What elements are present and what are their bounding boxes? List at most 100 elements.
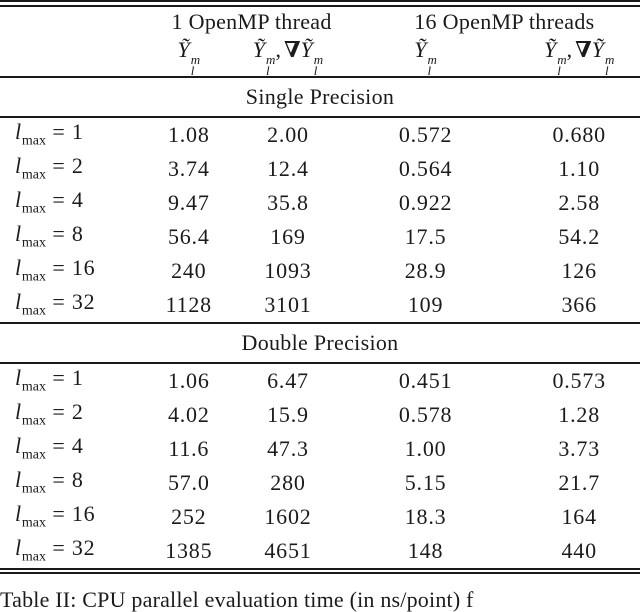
lmax-value: 2 <box>71 153 84 179</box>
lmax-value: 16 <box>71 501 96 527</box>
row-label-lmax: lmax = 2 <box>15 399 84 429</box>
value-cell: 17.5 <box>404 223 447 249</box>
value-cell: 12.4 <box>267 155 309 181</box>
comma: , <box>275 36 281 62</box>
value-cell: 3.73 <box>558 435 601 461</box>
lmax-value: 4 <box>71 187 84 213</box>
equals-sign: = <box>52 467 66 493</box>
value-cell: 3.74 <box>167 155 210 181</box>
value-cell: 280 <box>270 469 306 495</box>
section-title: Single Precision <box>0 75 640 118</box>
value-cell: 35.8 <box>267 189 309 215</box>
table-row: lmax = 16 252 1602 18.3 164 <box>0 500 640 534</box>
lmax-value: 2 <box>71 399 84 425</box>
value-cell: 1128 <box>165 291 212 317</box>
value-cell: 1602 <box>264 503 312 529</box>
value-cell: 252 <box>171 503 207 529</box>
value-cell: 56.4 <box>167 223 210 249</box>
value-cell: 11.6 <box>168 435 210 461</box>
table-top-rule <box>0 0 640 7</box>
lmax-value: 1 <box>71 119 84 145</box>
nabla-symbol: ∇ <box>575 36 592 62</box>
comma: , <box>566 36 573 62</box>
row-label-lmax: lmax = 8 <box>15 467 84 497</box>
table-row: lmax = 2 4.02 15.9 0.578 1.28 <box>0 398 640 432</box>
nabla-symbol: ∇ <box>283 36 301 62</box>
lmax-value: 32 <box>71 535 96 561</box>
equals-sign: = <box>52 535 66 561</box>
table-row: lmax = 8 57.0 280 5.15 21.7 <box>0 466 640 500</box>
lmax-value: 1 <box>71 365 84 391</box>
value-cell: 0.564 <box>398 155 453 181</box>
value-cell: 9.47 <box>167 189 210 215</box>
table-row: lmax = 2 3.74 12.4 0.564 1.10 <box>0 152 640 186</box>
row-label-lmax: lmax = 16 <box>15 255 96 285</box>
value-cell: 1.06 <box>167 367 210 393</box>
row-label-lmax: lmax = 1 <box>15 365 84 395</box>
value-cell: 4651 <box>264 537 312 563</box>
table-row: lmax = 32 1385 4651 148 440 <box>0 534 640 568</box>
value-cell: 109 <box>407 291 444 317</box>
table-row: lmax = 1 1.08 2.00 0.572 0.680 <box>0 117 640 152</box>
table-row: lmax = 4 11.6 47.3 1.00 3.73 <box>0 432 640 466</box>
row-label-lmax: lmax = 4 <box>15 187 84 217</box>
value-cell: 3101 <box>264 291 312 317</box>
value-cell: 1.10 <box>558 155 601 181</box>
value-cell: 1.00 <box>404 435 447 461</box>
value-cell: 0.451 <box>398 367 453 393</box>
equals-sign: = <box>52 433 66 459</box>
value-cell: 0.573 <box>552 367 606 393</box>
lmax-value: 32 <box>71 289 96 315</box>
table-bottom-rule <box>0 567 640 574</box>
value-cell: 164 <box>561 503 597 529</box>
lmax-value: 16 <box>71 255 96 281</box>
equals-sign: = <box>52 119 66 145</box>
value-cell: 47.3 <box>267 435 309 461</box>
value-cell: 0.572 <box>398 121 453 147</box>
row-label-lmax: lmax = 4 <box>15 433 84 463</box>
equals-sign: = <box>52 187 66 213</box>
value-cell: 57.0 <box>167 469 210 495</box>
value-cell: 0.922 <box>398 189 453 215</box>
value-cell: 440 <box>561 537 597 563</box>
table-row: lmax = 1 1.06 6.47 0.451 0.573 <box>0 363 640 398</box>
value-cell: 21.7 <box>558 469 601 495</box>
empty-corner-cell <box>0 36 135 78</box>
value-cell: 0.578 <box>398 401 453 427</box>
group-header-16-threads: 16 OpenMP threads <box>414 8 595 34</box>
value-cell: 28.9 <box>404 257 447 283</box>
row-label-lmax: lmax = 32 <box>15 289 96 319</box>
table-row: lmax = 32 1128 3101 109 366 <box>0 288 640 323</box>
value-cell: 1385 <box>165 537 213 563</box>
value-cell: 2.58 <box>558 189 601 215</box>
row-label-lmax: lmax = 2 <box>15 153 84 183</box>
equals-sign: = <box>52 153 66 179</box>
value-cell: 366 <box>561 291 597 317</box>
row-label-lmax: lmax = 1 <box>15 119 84 149</box>
value-cell: 1093 <box>264 257 312 283</box>
row-label-lmax: lmax = 8 <box>15 221 84 251</box>
value-cell: 0.680 <box>552 121 606 147</box>
equals-sign: = <box>52 255 66 281</box>
equals-sign: = <box>52 365 66 391</box>
equals-sign: = <box>52 221 66 247</box>
value-cell: 126 <box>561 257 597 283</box>
value-cell: 1.08 <box>167 121 210 147</box>
table-row: lmax = 8 56.4 169 17.5 54.2 <box>0 220 640 254</box>
lmax-value: 8 <box>71 467 84 493</box>
